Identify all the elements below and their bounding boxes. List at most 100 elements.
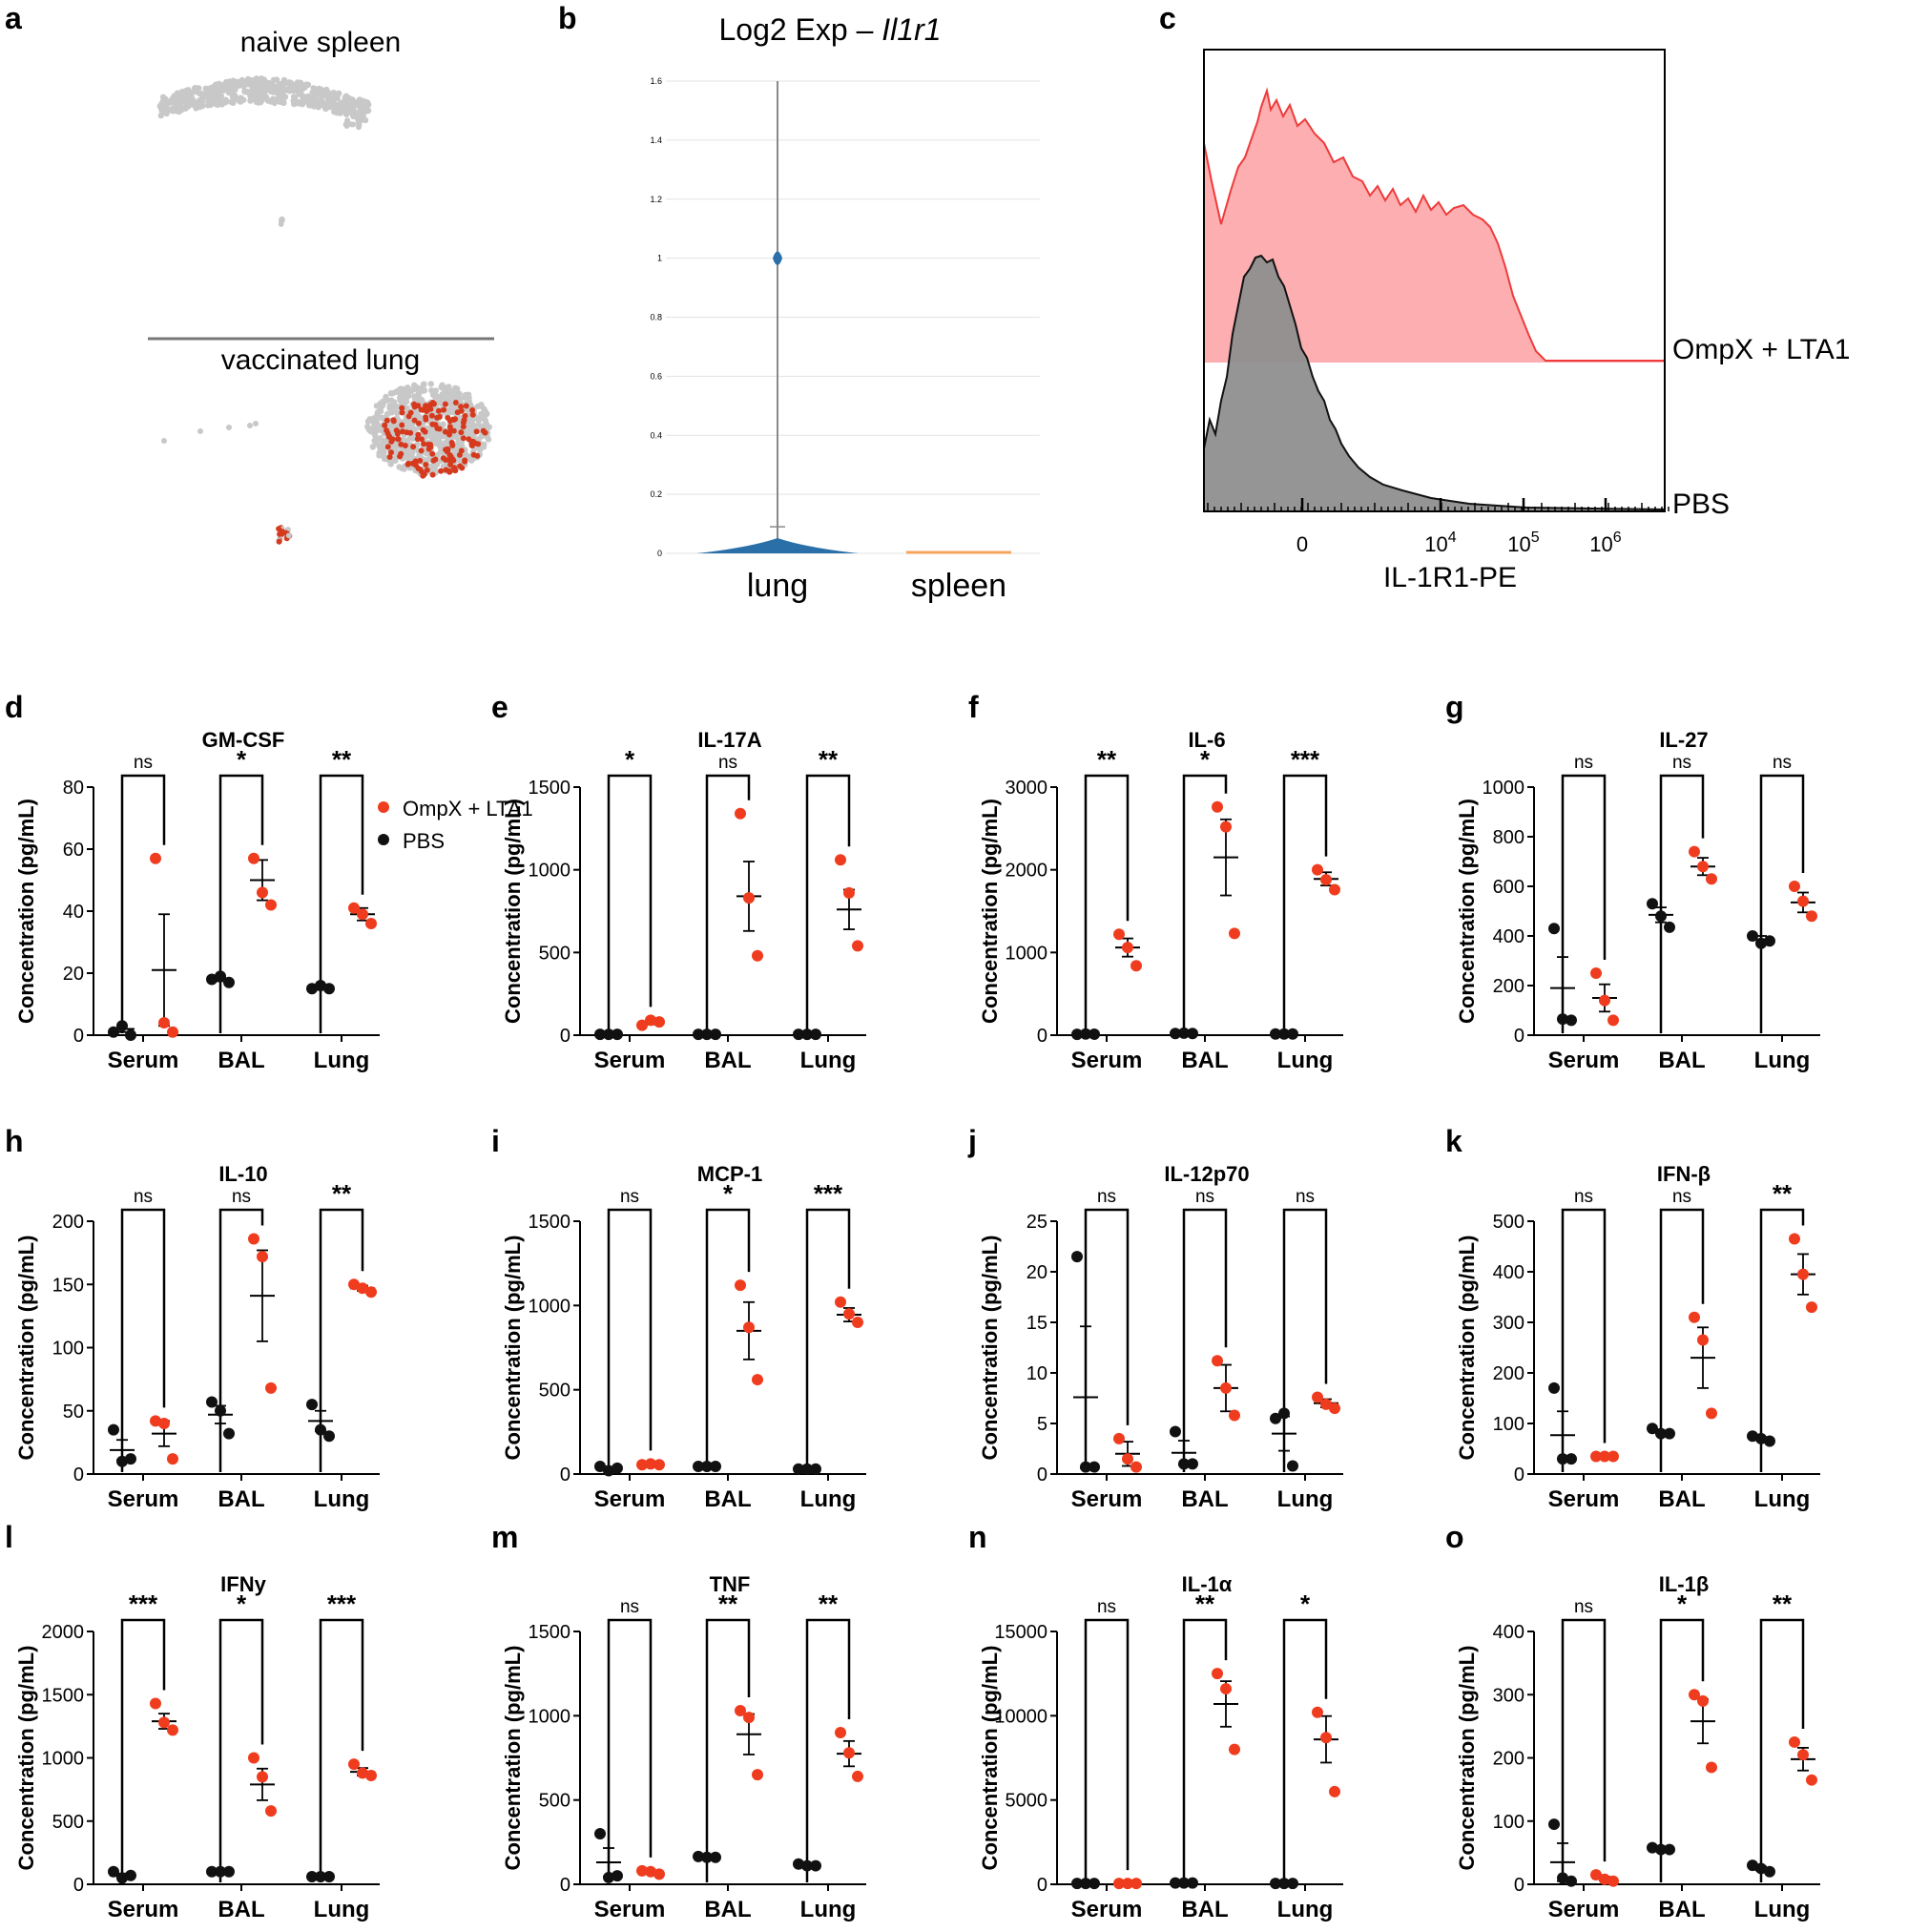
histogram-tick-label: 106 bbox=[1589, 530, 1621, 556]
ompx-point bbox=[743, 1321, 755, 1334]
significance-label: ns bbox=[1195, 1187, 1214, 1207]
x-tick-label: BAL bbox=[1658, 1897, 1705, 1922]
ompx-point bbox=[348, 1278, 360, 1291]
significance-bracket bbox=[1182, 1208, 1228, 1472]
significance-label: ns bbox=[1574, 1187, 1593, 1207]
pbs-point bbox=[116, 1455, 128, 1467]
histogram-ompx-fill bbox=[1204, 91, 1665, 363]
pbs-point bbox=[1089, 1028, 1100, 1040]
panel-letter: i bbox=[491, 1124, 500, 1158]
umap-point bbox=[196, 85, 202, 92]
ompx-point bbox=[265, 1805, 277, 1818]
significance-label: ns bbox=[1672, 753, 1691, 773]
significance-bracket bbox=[1659, 1618, 1705, 1882]
x-tick-label: Lung bbox=[1277, 1486, 1334, 1512]
y-tick-label: 100 bbox=[52, 1339, 84, 1360]
x-tick-label: BAL bbox=[218, 1486, 264, 1512]
y-tick-label: 0 bbox=[1037, 1026, 1047, 1047]
umap-point bbox=[244, 75, 252, 83]
y-tick-label: 20 bbox=[1027, 1262, 1047, 1283]
pbs-point bbox=[1278, 1878, 1290, 1890]
significance-label: * bbox=[237, 1589, 247, 1618]
ompx-point bbox=[1130, 1461, 1142, 1473]
ompx-point bbox=[158, 1017, 170, 1028]
umap-point-expressing bbox=[438, 467, 445, 474]
ompx-point bbox=[1797, 1268, 1809, 1280]
umap-point bbox=[299, 101, 306, 108]
plot-title: TNF bbox=[710, 1572, 751, 1596]
umap-point bbox=[247, 423, 253, 428]
pbs-point bbox=[603, 1871, 614, 1883]
pbs-point bbox=[1287, 1878, 1298, 1890]
ompx-point bbox=[752, 1769, 763, 1781]
x-tick-label: Serum bbox=[1071, 1486, 1143, 1512]
x-tick-label: Serum bbox=[594, 1048, 666, 1073]
y-axis-label: Concentration (pg/mL) bbox=[1455, 1236, 1479, 1461]
x-tick-label: BAL bbox=[704, 1897, 751, 1922]
panel-letter: e bbox=[491, 690, 508, 724]
y-tick-label: 400 bbox=[1493, 1262, 1524, 1283]
umap-point-expressing bbox=[417, 457, 424, 464]
umap-point bbox=[396, 394, 404, 402]
umap-point bbox=[161, 99, 168, 106]
ompx-point bbox=[150, 1697, 161, 1710]
x-tick-label: BAL bbox=[704, 1486, 751, 1512]
umap-point bbox=[409, 435, 417, 442]
umap-point bbox=[405, 455, 412, 462]
umap-point bbox=[420, 384, 426, 391]
plot-title: IL-1α bbox=[1182, 1572, 1233, 1596]
umap-point bbox=[411, 383, 418, 389]
significance-bracket bbox=[705, 1618, 751, 1882]
umap-point-expressing bbox=[442, 428, 448, 435]
ompx-point bbox=[150, 852, 161, 864]
pbs-point bbox=[1655, 1843, 1667, 1856]
histogram-tick-label: 0 bbox=[1296, 532, 1308, 556]
panel-letter: a bbox=[5, 1, 22, 35]
significance-bracket bbox=[1282, 1618, 1328, 1882]
x-tick-label: Lung bbox=[1754, 1048, 1811, 1073]
significance-label: * bbox=[723, 1179, 734, 1208]
ompx-point bbox=[167, 1026, 178, 1038]
panel-letter: f bbox=[968, 690, 979, 724]
umap-point bbox=[176, 103, 183, 111]
umap-point bbox=[401, 393, 408, 400]
legend-black-marker bbox=[378, 834, 389, 845]
ompx-point bbox=[1229, 927, 1240, 940]
pbs-point bbox=[693, 1850, 704, 1862]
umap-point bbox=[348, 121, 355, 128]
x-tick-label: Lung bbox=[314, 1897, 370, 1922]
umap-point bbox=[384, 397, 391, 404]
y-tick-label: 500 bbox=[539, 1791, 570, 1812]
umap-point bbox=[323, 92, 330, 98]
pbs-point bbox=[1270, 1412, 1281, 1424]
pbs-point bbox=[223, 1427, 235, 1440]
umap-point bbox=[342, 94, 348, 101]
significance-bracket bbox=[1561, 774, 1607, 1033]
panel-letter: b bbox=[558, 1, 577, 35]
umap-point bbox=[292, 100, 299, 107]
ompx-point bbox=[752, 1374, 763, 1386]
pbs-point bbox=[215, 1865, 226, 1878]
umap-point bbox=[218, 93, 224, 99]
panel-letter: d bbox=[5, 690, 24, 724]
ompx-point bbox=[1590, 1869, 1602, 1881]
significance-label: ** bbox=[1195, 1589, 1215, 1618]
pbs-point bbox=[206, 1396, 218, 1408]
dot-plot-e: e IL-17A Concentration (pg/mL) 0 500 1000 1500… bbox=[491, 690, 866, 1073]
significance-bracket bbox=[120, 1618, 166, 1882]
umap-point-expressing bbox=[450, 417, 457, 423]
panel-a: a naive spleen vaccinated lung bbox=[5, 1, 494, 545]
ompx-point bbox=[835, 1296, 846, 1308]
pbs-point bbox=[1071, 1028, 1083, 1041]
pbs-point bbox=[1178, 1027, 1190, 1039]
x-tick-label: Serum bbox=[1548, 1486, 1620, 1512]
umap-point bbox=[481, 405, 487, 412]
significance-bracket bbox=[1659, 774, 1705, 1033]
umap-point bbox=[218, 83, 226, 91]
umap-point bbox=[360, 109, 367, 116]
y-tick-label: 200 bbox=[52, 1212, 84, 1233]
pbs-point bbox=[108, 1423, 119, 1436]
pbs-point bbox=[1187, 1028, 1198, 1040]
pbs-point bbox=[1080, 1461, 1091, 1473]
violin-tick-label: 1.2 bbox=[650, 195, 662, 204]
